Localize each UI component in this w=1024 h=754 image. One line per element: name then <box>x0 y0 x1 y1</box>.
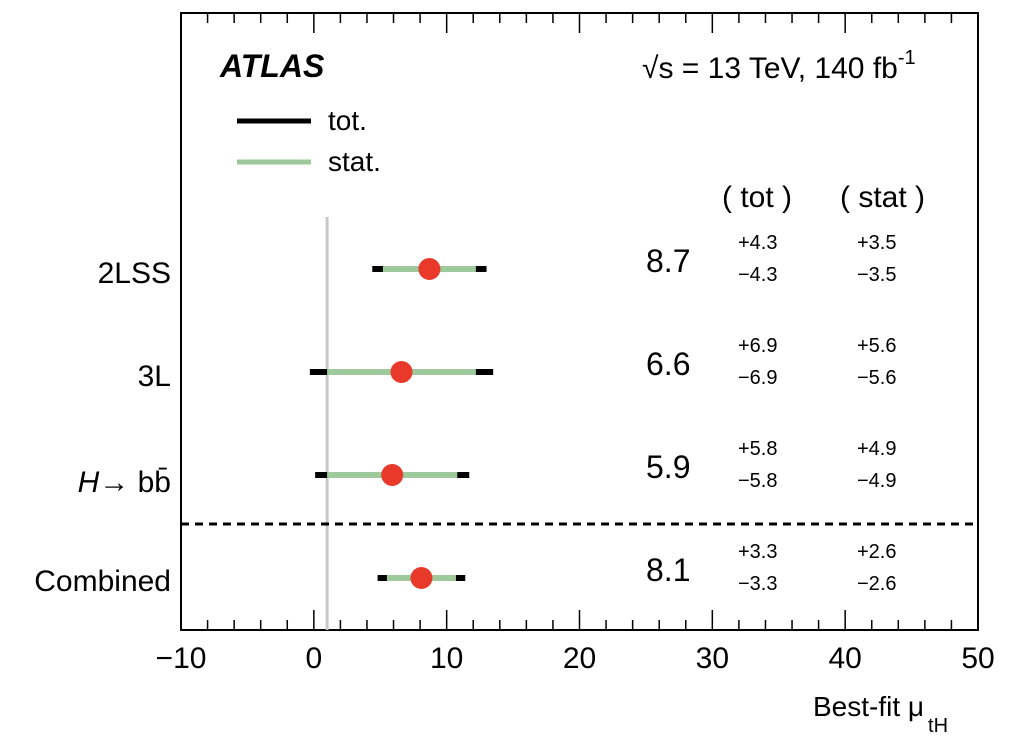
tot-up: +4.3 <box>738 232 777 254</box>
stat-down: −3.5 <box>857 264 896 286</box>
stat-up: +5.6 <box>857 335 896 357</box>
stat-down: −2.6 <box>857 573 896 595</box>
x-tick-label: −10 <box>156 642 207 675</box>
legend-stat-label: stat. <box>328 146 381 177</box>
energy-label: √s = 13 TeV, 140 fb-1 <box>642 47 916 85</box>
x-axis-label: Best-fit μtH <box>813 691 948 737</box>
x-axis-label-main: Best-fit μ <box>813 691 924 722</box>
x-tick-label: 30 <box>696 642 729 675</box>
forest-row: Combined 8.1 +3.3 −3.3 +2.6 −2.6 <box>34 541 896 598</box>
x-tick-label: 40 <box>828 642 861 675</box>
x-axis-ticks <box>180 13 979 630</box>
central-value: 8.1 <box>646 552 690 588</box>
best-fit-point <box>410 567 433 589</box>
stat-up: +4.9 <box>857 438 896 460</box>
x-tick-label: 10 <box>430 642 463 675</box>
x-tick-label: 20 <box>563 642 596 675</box>
best-fit-point <box>418 258 441 280</box>
header-tot: ( tot ) <box>722 181 792 214</box>
central-value: 5.9 <box>646 449 690 485</box>
x-tick-label: 50 <box>961 642 994 675</box>
row-label: 2LSS <box>98 257 171 290</box>
row-label: H→ bb̄ <box>78 466 171 499</box>
central-value: 8.7 <box>646 243 690 279</box>
stat-down: −4.9 <box>857 470 896 492</box>
tot-down: −6.9 <box>738 367 777 389</box>
plot-frame <box>180 12 979 631</box>
tot-up: +5.8 <box>738 438 777 460</box>
tot-up: +3.3 <box>738 541 777 563</box>
x-axis-label-sub: tH <box>928 715 948 737</box>
central-value: 6.6 <box>646 346 690 382</box>
row-label: 3L <box>138 360 171 393</box>
stat-up: +2.6 <box>857 541 896 563</box>
tot-up: +6.9 <box>738 335 777 357</box>
row-label-rest: → bb̄ <box>99 466 171 499</box>
tot-down: −3.3 <box>738 573 777 595</box>
x-axis-tick-labels: −10 0 10 20 30 40 50 <box>156 642 995 675</box>
stat-down: −5.6 <box>857 367 896 389</box>
atlas-label: ATLAS <box>219 48 325 84</box>
header-stat: ( stat ) <box>840 181 925 214</box>
best-fit-point <box>390 361 413 383</box>
legend-tot-label: tot. <box>328 105 367 136</box>
forest-row: 3L 6.6 +6.9 −6.9 +5.6 −5.6 <box>138 335 897 393</box>
energy-text: √s = 13 TeV, 140 fb <box>642 52 898 85</box>
energy-superscript: -1 <box>898 47 916 69</box>
row-label-h: H <box>78 466 100 499</box>
x-tick-label: 0 <box>305 642 322 675</box>
row-label: Combined <box>34 565 171 598</box>
best-fit-point <box>381 464 404 486</box>
forest-row: H→ bb̄ 5.9 +5.8 −5.8 +4.9 −4.9 <box>78 438 897 499</box>
stat-up: +3.5 <box>857 232 896 254</box>
forest-rows: 2LSS 8.7 +4.3 −4.3 +3.5 −3.5 3L 6.6 +6.9 −6.9 +5.6… <box>34 232 896 598</box>
tot-down: −5.8 <box>738 470 777 492</box>
forest-row: 2LSS 8.7 +4.3 −4.3 +3.5 −3.5 <box>98 232 897 290</box>
tot-down: −4.3 <box>738 264 777 286</box>
